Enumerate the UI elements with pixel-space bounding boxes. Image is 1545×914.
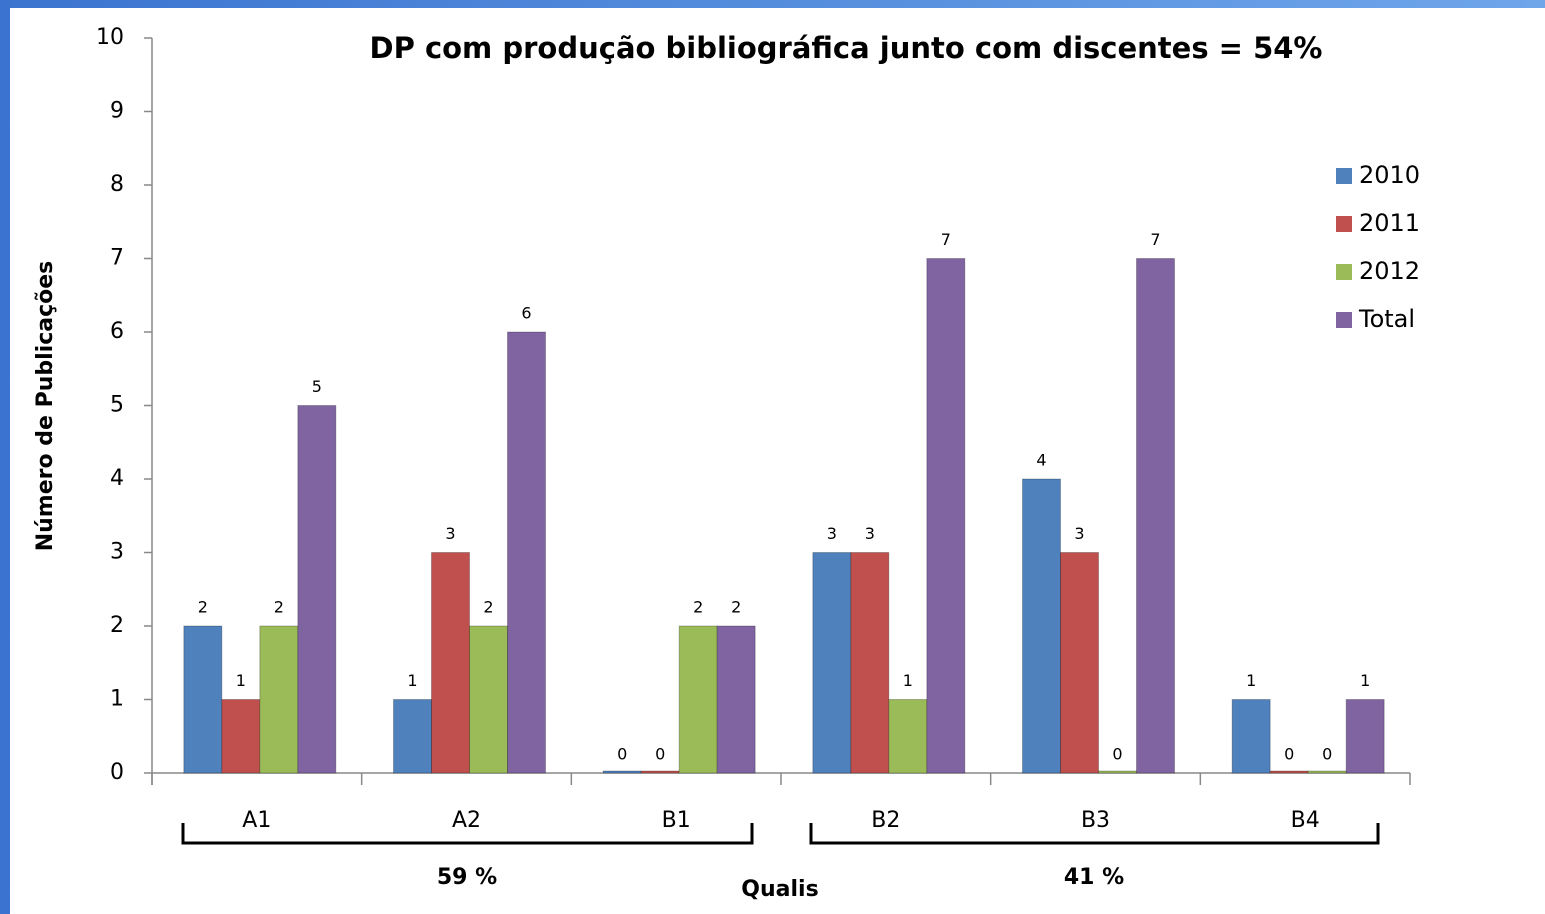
bar xyxy=(431,552,470,774)
y-tick-label: 8 xyxy=(110,172,124,197)
data-label: 4 xyxy=(1036,451,1046,470)
bar xyxy=(1269,770,1309,774)
chart-title: DP com produção bibliográfica junto com … xyxy=(370,31,1323,65)
x-tick-label: B3 xyxy=(1081,808,1110,833)
legend-swatch xyxy=(1336,168,1352,184)
data-label: 0 xyxy=(1322,745,1332,764)
x-tick-label: A1 xyxy=(242,808,271,833)
data-label: 0 xyxy=(1112,745,1122,764)
bar xyxy=(716,625,756,774)
bar xyxy=(602,770,642,774)
y-tick-label: 7 xyxy=(110,246,124,271)
annotation: 59 % xyxy=(437,865,497,890)
data-label: 1 xyxy=(407,671,417,690)
bar xyxy=(1098,770,1137,774)
y-tick-label: 2 xyxy=(110,613,124,638)
data-label: 0 xyxy=(617,745,627,764)
y-tick-label: 3 xyxy=(110,540,124,565)
y-tick-label: 4 xyxy=(110,466,124,491)
bar xyxy=(1231,699,1271,774)
y-tick-label: 0 xyxy=(110,760,124,785)
data-label: 1 xyxy=(1246,671,1256,690)
x-tick-label: B4 xyxy=(1291,808,1320,833)
bar xyxy=(183,625,223,774)
bar xyxy=(393,699,432,774)
legend-label: Total xyxy=(1358,305,1415,333)
bar xyxy=(507,331,546,774)
x-tick-label: B1 xyxy=(662,808,691,833)
y-tick-label: 5 xyxy=(110,393,124,418)
y-axis-label: Número de Publicações xyxy=(33,261,58,552)
data-label: 1 xyxy=(236,671,246,690)
data-label: 5 xyxy=(312,377,322,396)
y-tick-label: 9 xyxy=(110,99,124,124)
plot-background xyxy=(10,8,1545,914)
data-label: 1 xyxy=(1360,671,1370,690)
bar xyxy=(812,552,852,774)
bar xyxy=(888,699,928,774)
bar xyxy=(1136,258,1175,774)
bar xyxy=(1345,699,1385,774)
bar xyxy=(678,625,718,774)
data-label: 3 xyxy=(865,524,875,543)
legend-swatch xyxy=(1336,264,1352,280)
legend-label: 2011 xyxy=(1359,209,1420,237)
data-label: 3 xyxy=(1074,524,1084,543)
data-label: 1 xyxy=(903,671,913,690)
bar xyxy=(469,625,508,774)
bracket xyxy=(181,823,754,845)
data-label: 2 xyxy=(198,598,208,617)
bar xyxy=(1307,770,1347,774)
data-label: 3 xyxy=(445,524,455,543)
x-tick-label: B2 xyxy=(871,808,900,833)
data-label: 6 xyxy=(521,304,531,323)
legend-swatch xyxy=(1336,312,1352,328)
y-tick-label: 6 xyxy=(110,319,124,344)
data-label: 2 xyxy=(693,598,703,617)
y-tick-label: 1 xyxy=(110,687,124,712)
legend-label: 2010 xyxy=(1359,161,1420,189)
bracket xyxy=(809,823,1380,845)
x-tick-label: A2 xyxy=(452,808,481,833)
bar xyxy=(221,699,261,774)
data-label: 0 xyxy=(1284,745,1294,764)
bar xyxy=(1022,478,1061,774)
data-label: 2 xyxy=(274,598,284,617)
bar xyxy=(1060,552,1099,774)
data-label: 7 xyxy=(1150,230,1160,249)
bar xyxy=(926,258,966,774)
bar xyxy=(850,552,890,774)
bar xyxy=(297,405,337,774)
legend-swatch xyxy=(1336,216,1352,232)
annotation: 41 % xyxy=(1064,865,1124,890)
data-label: 2 xyxy=(483,598,493,617)
legend-label: 2012 xyxy=(1359,257,1420,285)
x-axis-label: Qualis xyxy=(741,877,818,902)
data-label: 7 xyxy=(941,230,951,249)
y-tick-label: 10 xyxy=(96,25,124,50)
data-label: 0 xyxy=(655,745,665,764)
data-label: 3 xyxy=(827,524,837,543)
bar xyxy=(259,625,299,774)
bar xyxy=(640,770,680,774)
data-label: 2 xyxy=(731,598,741,617)
